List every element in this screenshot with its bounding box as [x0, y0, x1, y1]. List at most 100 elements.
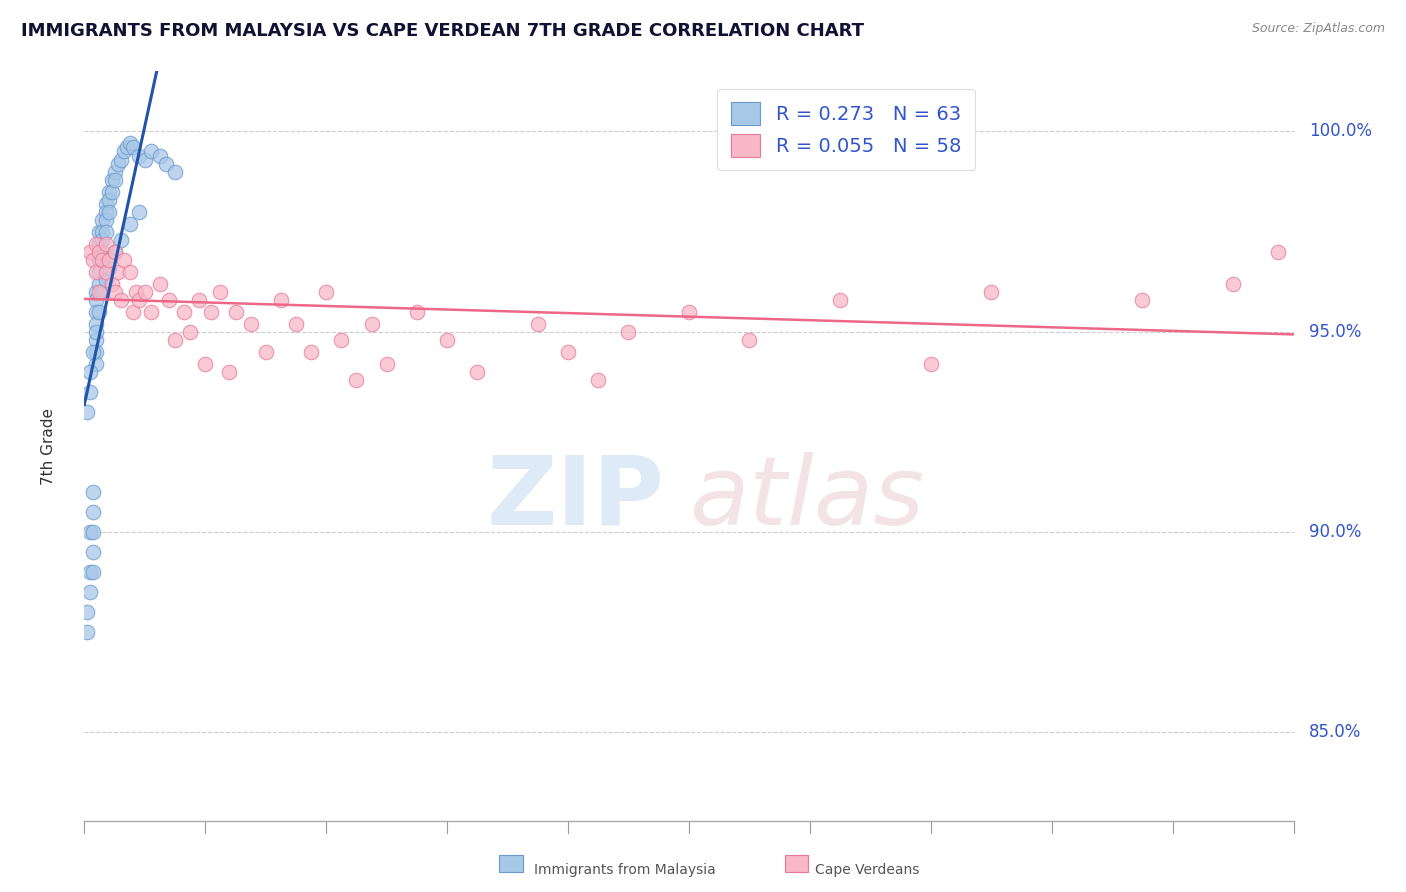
Point	[104, 244, 127, 259]
Point	[118, 265, 141, 279]
Point	[89, 285, 111, 299]
Point	[79, 585, 101, 599]
Point	[97, 204, 120, 219]
Point	[467, 365, 489, 379]
Point	[76, 405, 98, 419]
Point	[91, 225, 114, 239]
Point	[139, 305, 162, 319]
Point	[920, 357, 942, 371]
Point	[121, 140, 143, 154]
Point	[225, 305, 247, 319]
Point	[165, 164, 187, 178]
Point	[89, 225, 111, 239]
Text: Immigrants from Malaysia: Immigrants from Malaysia	[534, 863, 716, 877]
Text: ZIP: ZIP	[486, 452, 665, 545]
Point	[360, 317, 382, 331]
Point	[97, 260, 120, 275]
Text: IMMIGRANTS FROM MALAYSIA VS CAPE VERDEAN 7TH GRADE CORRELATION CHART: IMMIGRANTS FROM MALAYSIA VS CAPE VERDEAN…	[21, 22, 865, 40]
Point	[194, 357, 217, 371]
Point	[149, 148, 172, 162]
Point	[76, 625, 98, 640]
Point	[89, 244, 111, 259]
Point	[239, 317, 262, 331]
Point	[149, 277, 172, 291]
Point	[139, 145, 162, 159]
Point	[86, 285, 108, 299]
Point	[79, 525, 101, 540]
Legend: R = 0.273   N = 63, R = 0.055   N = 58: R = 0.273 N = 63, R = 0.055 N = 58	[717, 88, 974, 170]
Point	[94, 236, 117, 251]
Point	[588, 373, 610, 387]
FancyBboxPatch shape	[785, 855, 808, 872]
Point	[173, 305, 195, 319]
Point	[104, 164, 127, 178]
Point	[94, 212, 117, 227]
Point	[330, 333, 353, 347]
Point	[104, 244, 127, 259]
Point	[110, 233, 132, 247]
Point	[91, 252, 114, 267]
Point	[527, 317, 550, 331]
Point	[110, 293, 132, 307]
Point	[91, 285, 114, 299]
Point	[82, 565, 104, 579]
Point	[1267, 244, 1289, 259]
Point	[89, 277, 111, 291]
Point	[100, 185, 122, 199]
Point	[299, 344, 322, 359]
Text: Cape Verdeans: Cape Verdeans	[815, 863, 920, 877]
Point	[678, 305, 700, 319]
Point	[375, 357, 398, 371]
Text: 7th Grade: 7th Grade	[41, 408, 56, 484]
Point	[557, 344, 579, 359]
Point	[1222, 277, 1244, 291]
Point	[315, 285, 337, 299]
Point	[91, 244, 114, 259]
Point	[118, 217, 141, 231]
Point	[209, 285, 232, 299]
Point	[94, 273, 117, 287]
Text: 90.0%: 90.0%	[1309, 523, 1361, 541]
Point	[218, 365, 240, 379]
Point	[97, 193, 120, 207]
Point	[86, 344, 108, 359]
Point	[134, 153, 156, 167]
Point	[86, 236, 108, 251]
Point	[188, 293, 211, 307]
Point	[89, 244, 111, 259]
Point	[86, 317, 108, 331]
Text: atlas: atlas	[689, 452, 924, 545]
Point	[200, 305, 222, 319]
Point	[155, 156, 177, 170]
Point	[104, 172, 127, 186]
Point	[128, 293, 150, 307]
Point	[94, 265, 117, 279]
Point	[118, 136, 141, 151]
Point	[165, 333, 187, 347]
FancyBboxPatch shape	[499, 855, 523, 872]
Point	[112, 145, 135, 159]
Point	[86, 357, 108, 371]
Point	[128, 148, 150, 162]
Point	[830, 293, 852, 307]
Point	[79, 244, 101, 259]
Point	[82, 505, 104, 519]
Point	[82, 344, 104, 359]
Point	[86, 305, 108, 319]
Point	[107, 265, 129, 279]
Point	[285, 317, 308, 331]
Point	[125, 285, 148, 299]
Point	[89, 236, 111, 251]
Point	[89, 265, 111, 279]
Point	[128, 204, 150, 219]
Point	[1130, 293, 1153, 307]
Point	[79, 384, 101, 399]
Point	[82, 525, 104, 540]
Point	[980, 285, 1002, 299]
Text: 100.0%: 100.0%	[1309, 122, 1372, 140]
Point	[270, 293, 292, 307]
Point	[617, 325, 640, 339]
Point	[134, 285, 156, 299]
Point	[738, 333, 761, 347]
Point	[86, 293, 108, 307]
